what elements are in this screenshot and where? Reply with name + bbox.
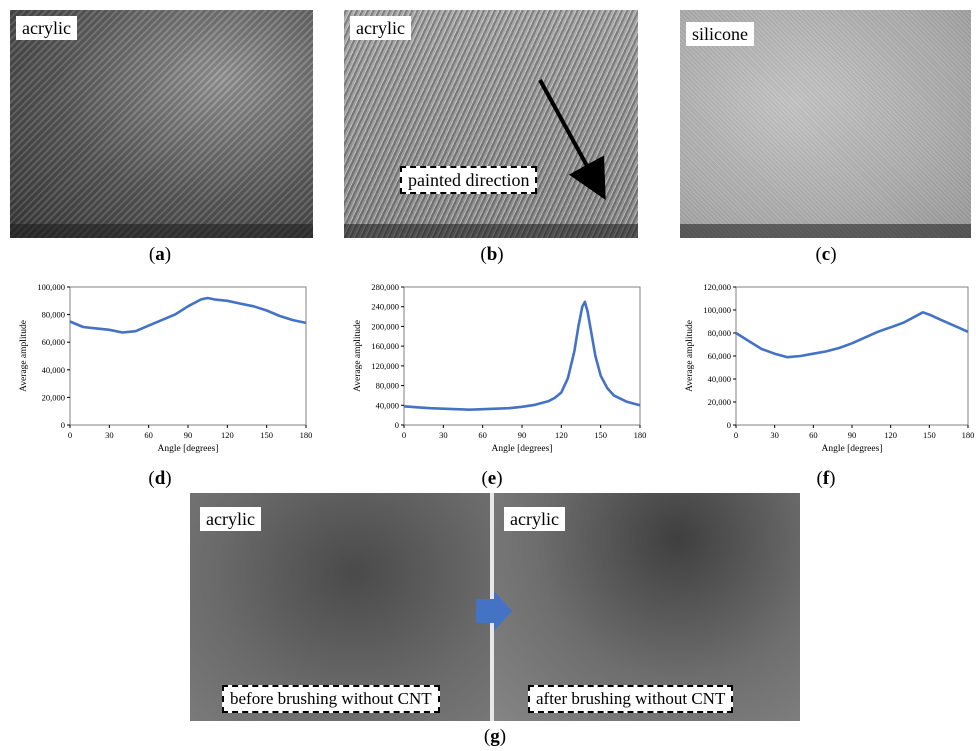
series-line <box>735 310 969 359</box>
y-tick-label: 60,000 <box>42 337 65 347</box>
panel-letter-e: (e) <box>481 468 503 489</box>
y-tick-label: 20,000 <box>42 392 65 402</box>
x-tick-label: 180 <box>962 430 974 440</box>
x-tick-label: 60 <box>144 430 153 440</box>
x-tick-label: 120 <box>555 430 568 440</box>
y-tick-label: 160,000 <box>371 341 399 351</box>
x-tick-label: 120 <box>884 430 897 440</box>
sem-info-bar-c <box>680 224 971 238</box>
x-tick-label: 60 <box>809 430 818 440</box>
y-tick-label: 40,000 <box>42 365 65 375</box>
y-tick-label: 120,000 <box>371 361 399 371</box>
x-tick-label: 60 <box>478 430 487 440</box>
y-tick-label: 100,000 <box>703 305 731 315</box>
series-line <box>69 296 307 334</box>
panel-letter-d: (d) <box>148 468 172 489</box>
sem-info-bar-b <box>344 224 638 238</box>
x-tick-label: 90 <box>518 430 527 440</box>
y-tick-label: 20,000 <box>708 397 731 407</box>
direction-arrow <box>538 79 606 201</box>
x-tick-label: 30 <box>770 430 779 440</box>
x-tick-label: 30 <box>439 430 448 440</box>
chart-d: 0 20,000 40,000 60,000 80,000 100,000 0 30 60 90 1… <box>19 282 313 454</box>
material-label-g-after: acrylic <box>504 507 565 531</box>
y-tick-label: 80,000 <box>708 328 731 338</box>
sem-image-c: silicone <box>680 10 971 238</box>
x-tick-label: 0 <box>734 430 738 440</box>
y-tick-label: 80,000 <box>376 381 399 391</box>
x-tick-label: 150 <box>594 430 607 440</box>
sem-info-bar-a <box>10 224 313 238</box>
series-line <box>403 300 641 411</box>
x-tick-label: 180 <box>634 430 647 440</box>
material-label-a: acrylic <box>16 16 77 40</box>
x-tick-label: 90 <box>848 430 857 440</box>
y-tick-label: 40,000 <box>376 400 399 410</box>
y-tick-label: 80,000 <box>42 310 65 320</box>
y-tick-label: 100,000 <box>37 282 65 292</box>
chart-f: 0 20,000 40,000 60,000 80,000 100,000 120,000 0… <box>685 282 974 454</box>
x-tick-label: 0 <box>402 430 406 440</box>
y-tick-label: 240,000 <box>371 302 399 312</box>
x-axis-label: Angle [degrees] <box>492 444 553 454</box>
plot-frame <box>735 286 969 426</box>
transition-arrow-shape <box>476 591 512 631</box>
y-tick-label: 60,000 <box>708 351 731 361</box>
sem-image-a: acrylic <box>10 10 313 238</box>
material-label-c: silicone <box>686 22 754 46</box>
y-tick-label: 0 <box>395 420 399 430</box>
sem-image-b: acrylic painted direction <box>344 10 638 238</box>
y-tick-label: 40,000 <box>708 374 731 384</box>
y-tick-label: 0 <box>727 420 731 430</box>
painted-direction-label: painted direction <box>400 166 538 194</box>
sem-image-g-before <box>190 493 490 721</box>
chart-e: 0 40,000 80,000 120,000 160,000 200,000 240,00… <box>353 282 647 454</box>
material-label-b: acrylic <box>350 16 411 40</box>
panel-letter-f: (f) <box>816 468 836 489</box>
y-tick-label: 200,000 <box>371 321 399 331</box>
panel-letter-a: (a) <box>148 244 172 265</box>
x-tick-label: 150 <box>260 430 273 440</box>
x-tick-label: 30 <box>105 430 114 440</box>
panel-letter-c: (c) <box>815 244 837 265</box>
x-tick-label: 150 <box>923 430 936 440</box>
panel-letter-g: (g) <box>483 726 507 747</box>
x-tick-label: 120 <box>221 430 234 440</box>
x-axis-label: Angle [degrees] <box>822 444 883 454</box>
x-tick-label: 90 <box>184 430 193 440</box>
panel-letter-b: (b) <box>480 244 504 265</box>
plot-frame <box>403 286 641 426</box>
sem-image-g-after <box>494 493 800 721</box>
y-axis-label: Average amplitude <box>19 320 29 392</box>
x-tick-label: 0 <box>68 430 72 440</box>
y-axis-label: Average amplitude <box>685 320 695 392</box>
before-caption: before brushing without CNT <box>222 685 440 713</box>
y-axis-label: Average amplitude <box>353 320 363 392</box>
sem-image-g: acrylic acrylic before brushing without … <box>190 493 800 721</box>
y-tick-label: 0 <box>61 420 65 430</box>
x-tick-label: 180 <box>300 430 313 440</box>
transition-arrow-icon <box>476 591 512 631</box>
x-axis-label: Angle [degrees] <box>158 444 219 454</box>
y-tick-label: 280,000 <box>371 282 399 292</box>
y-tick-label: 120,000 <box>703 282 731 292</box>
material-label-g-before: acrylic <box>200 507 261 531</box>
after-caption: after brushing without CNT <box>528 685 734 713</box>
